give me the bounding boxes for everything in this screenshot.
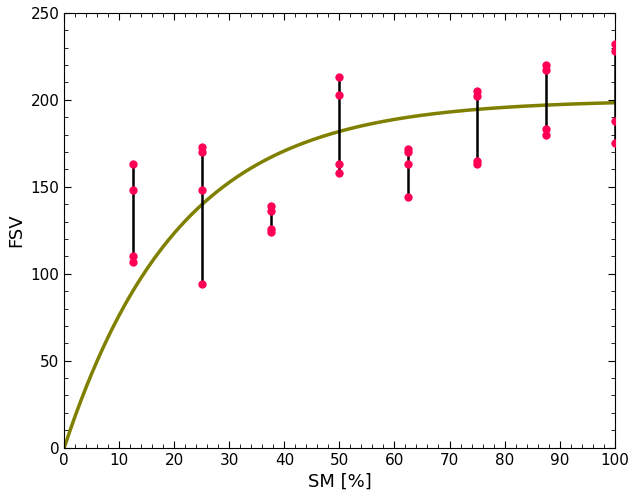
Y-axis label: FSV: FSV bbox=[7, 214, 25, 247]
X-axis label: SM [%]: SM [%] bbox=[308, 473, 371, 491]
